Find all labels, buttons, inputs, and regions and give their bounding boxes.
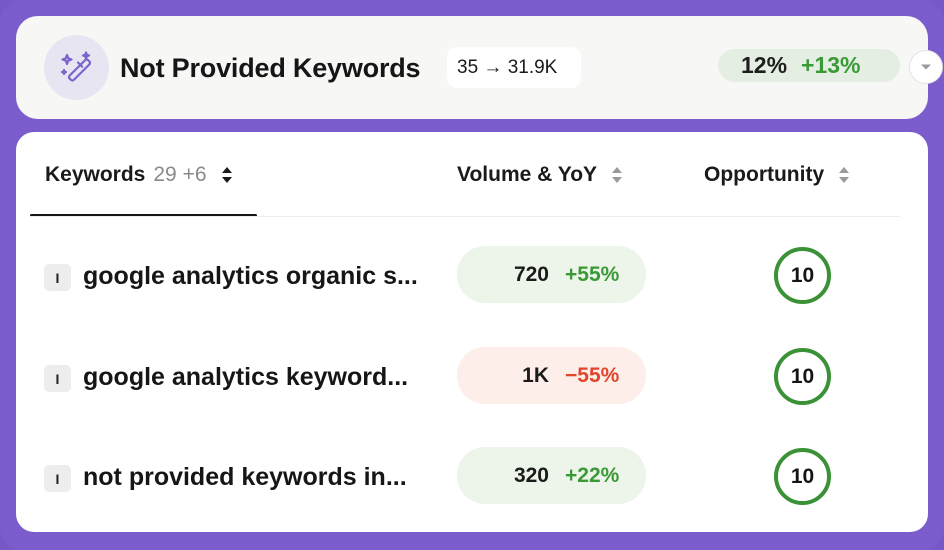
header-divider (30, 216, 900, 217)
sort-icon (611, 166, 623, 184)
opportunity-score: 10 (774, 348, 831, 405)
share-delta: +13% (801, 52, 861, 78)
keyword-range-chip: 35 → 31.9K (447, 47, 581, 88)
sort-icon (838, 166, 850, 184)
expand-button[interactable] (909, 50, 943, 84)
active-column-indicator (30, 214, 257, 217)
volume-pill: 720 +55% (457, 246, 646, 303)
column-header-volume[interactable]: Volume & YoY (457, 162, 623, 188)
share-value: 12% (741, 52, 788, 78)
keywords-table: Keywords 29 +6 Volume & YoY Opportunity … (16, 132, 928, 532)
column-header-opportunity[interactable]: Opportunity (704, 162, 850, 188)
table-row[interactable]: I google analytics organic s... 720 +55%… (16, 246, 928, 306)
keyword-intent-badge: I (44, 465, 71, 492)
table-row[interactable]: I google analytics keyword... 1K −55% 10 (16, 347, 928, 407)
column-volume-label: Volume & YoY (457, 163, 598, 186)
header-card: Not Provided Keywords 35 → 31.9K 12% +13… (16, 16, 943, 119)
column-keywords-count: 29 +6 (153, 163, 207, 186)
keyword-text[interactable]: google analytics organic s... (83, 262, 418, 290)
keyword-intent-badge: I (44, 264, 71, 291)
volume-value: 1K (522, 363, 549, 387)
share-stats-pill: 12% +13% (718, 49, 900, 82)
volume-value: 320 (513, 463, 549, 487)
widget-title: Not Provided Keywords (120, 53, 421, 83)
keyword-text[interactable]: not provided keywords in... (83, 463, 407, 491)
column-keywords-label: Keywords (45, 163, 146, 186)
volume-value: 720 (513, 262, 549, 286)
volume-pill: 320 +22% (457, 447, 646, 504)
chevron-down-icon (921, 64, 931, 70)
yoy-change: +55% (565, 262, 620, 286)
opportunity-score: 10 (774, 247, 831, 304)
table-row[interactable]: I not provided keywords in... 320 +22% 1… (16, 447, 928, 507)
column-opportunity-label: Opportunity (704, 163, 825, 186)
keyword-intent-badge: I (44, 365, 71, 392)
opportunity-score: 10 (774, 448, 831, 505)
magic-wand-icon (44, 35, 109, 100)
keyword-text[interactable]: google analytics keyword... (83, 363, 409, 391)
yoy-change: +22% (565, 463, 620, 487)
column-header-keywords[interactable]: Keywords 29 +6 (45, 162, 233, 188)
volume-pill: 1K −55% (457, 347, 646, 404)
sort-icon (221, 166, 233, 184)
yoy-change: −55% (565, 363, 620, 387)
